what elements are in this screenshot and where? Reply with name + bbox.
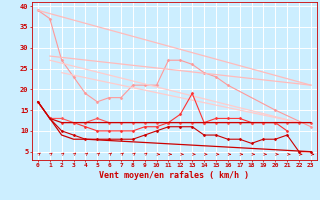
X-axis label: Vent moyen/en rafales ( km/h ): Vent moyen/en rafales ( km/h ) xyxy=(100,171,249,180)
